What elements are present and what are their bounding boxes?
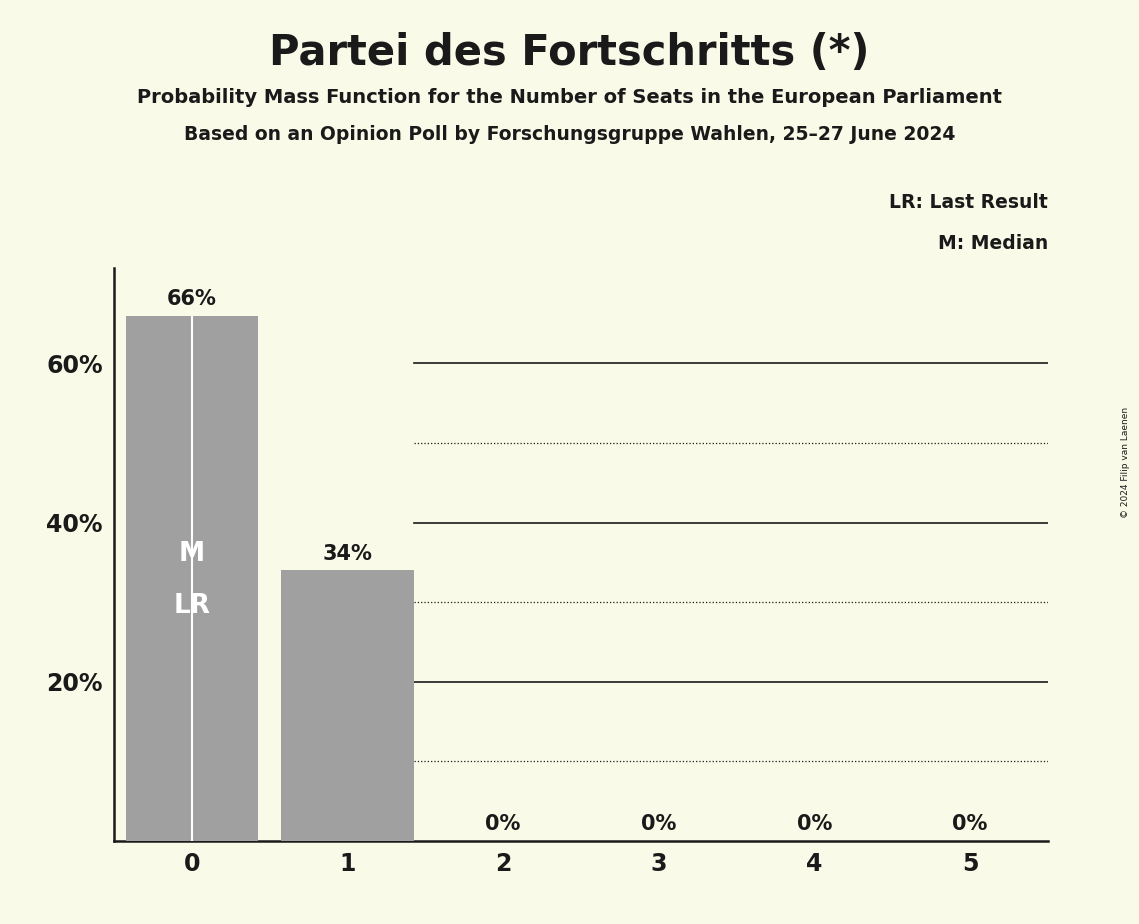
Text: M: Median: M: Median — [937, 234, 1048, 252]
Bar — [281, 570, 413, 841]
Text: Based on an Opinion Poll by Forschungsgruppe Wahlen, 25–27 June 2024: Based on an Opinion Poll by Forschungsgr… — [183, 125, 956, 144]
Text: © 2024 Filip van Laenen: © 2024 Filip van Laenen — [1121, 407, 1130, 517]
Text: Partei des Fortschritts (*): Partei des Fortschritts (*) — [269, 32, 870, 74]
Text: 0%: 0% — [952, 814, 988, 834]
Bar — [125, 316, 257, 841]
Text: LR: Last Result: LR: Last Result — [890, 193, 1048, 213]
Text: 0%: 0% — [485, 814, 521, 834]
Text: 34%: 34% — [322, 544, 372, 564]
Text: 0%: 0% — [641, 814, 677, 834]
Text: M: M — [179, 541, 205, 567]
Text: 0%: 0% — [796, 814, 833, 834]
Text: 66%: 66% — [166, 289, 216, 310]
Text: Probability Mass Function for the Number of Seats in the European Parliament: Probability Mass Function for the Number… — [137, 88, 1002, 107]
Text: LR: LR — [173, 593, 211, 619]
